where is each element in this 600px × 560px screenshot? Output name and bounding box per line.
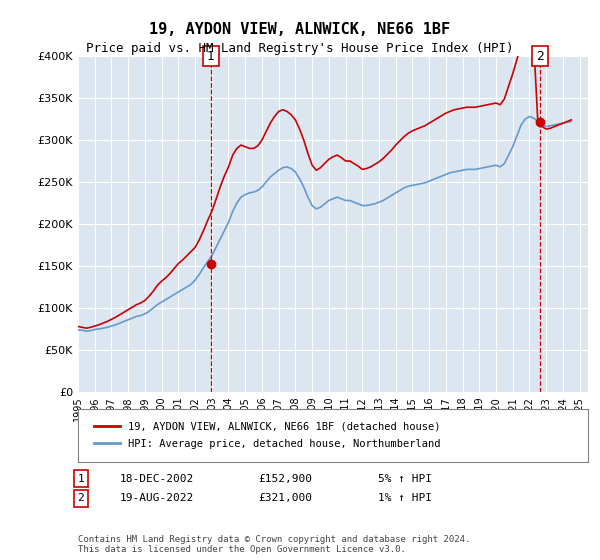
Legend: 19, AYDON VIEW, ALNWICK, NE66 1BF (detached house), HPI: Average price, detached: 19, AYDON VIEW, ALNWICK, NE66 1BF (detac…	[88, 417, 446, 454]
Text: 18-DEC-2002: 18-DEC-2002	[120, 474, 194, 484]
Text: 2: 2	[77, 493, 85, 503]
Text: 1: 1	[77, 474, 85, 484]
Text: Contains HM Land Registry data © Crown copyright and database right 2024.
This d: Contains HM Land Registry data © Crown c…	[78, 535, 470, 554]
Text: 19-AUG-2022: 19-AUG-2022	[120, 493, 194, 503]
Text: Price paid vs. HM Land Registry's House Price Index (HPI): Price paid vs. HM Land Registry's House …	[86, 42, 514, 55]
Text: 5% ↑ HPI: 5% ↑ HPI	[378, 474, 432, 484]
Text: 2: 2	[536, 49, 544, 63]
Text: 1% ↑ HPI: 1% ↑ HPI	[378, 493, 432, 503]
Text: £152,900: £152,900	[258, 474, 312, 484]
Text: 19, AYDON VIEW, ALNWICK, NE66 1BF: 19, AYDON VIEW, ALNWICK, NE66 1BF	[149, 22, 451, 38]
Text: 1: 1	[207, 49, 215, 63]
Text: £321,000: £321,000	[258, 493, 312, 503]
